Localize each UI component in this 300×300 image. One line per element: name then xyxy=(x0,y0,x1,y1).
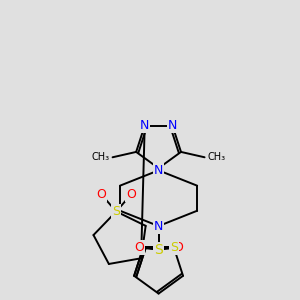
Text: S: S xyxy=(154,243,163,256)
Text: O: O xyxy=(134,241,144,254)
Text: S: S xyxy=(112,205,120,218)
Text: N: N xyxy=(168,119,177,132)
Text: CH₃: CH₃ xyxy=(91,152,110,162)
Text: S: S xyxy=(170,241,178,254)
Text: O: O xyxy=(173,241,183,254)
Text: N: N xyxy=(154,164,163,177)
Text: N: N xyxy=(140,119,149,132)
Text: O: O xyxy=(126,188,136,201)
Text: CH₃: CH₃ xyxy=(208,152,226,162)
Text: O: O xyxy=(96,188,106,201)
Text: N: N xyxy=(154,220,163,232)
